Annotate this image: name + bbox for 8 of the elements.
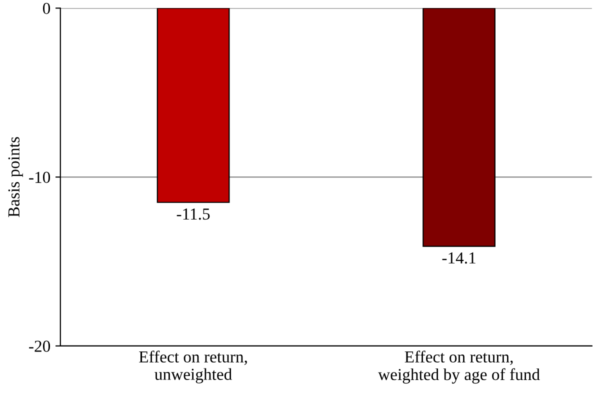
x-tick-label: Effect on return, unweighted xyxy=(139,350,247,384)
y-tick-label: -10 xyxy=(29,172,50,183)
y-axis-title: Basis points xyxy=(8,137,23,218)
y-tick-label: -20 xyxy=(29,340,50,352)
x-tick-label: Effect on return, weighted by age of fund xyxy=(378,350,540,384)
data-label: -11.5 xyxy=(176,208,210,220)
data-label: -14.1 xyxy=(442,252,476,264)
y-tick-label: 0 xyxy=(42,2,50,14)
